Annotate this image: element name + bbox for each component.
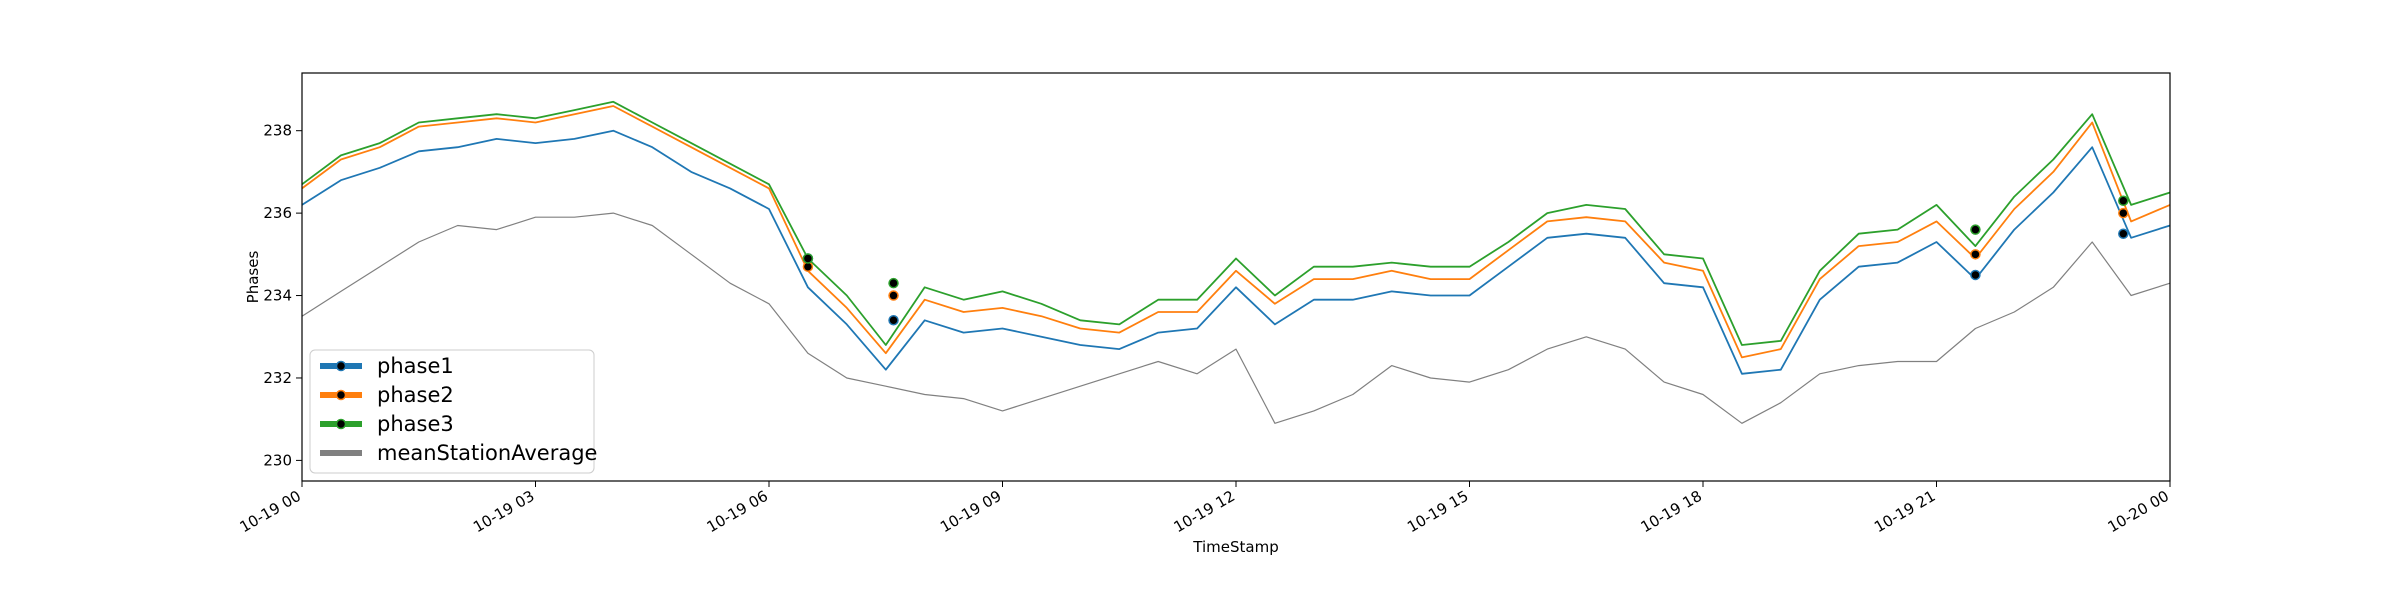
legend-label-phase1: phase1	[377, 354, 454, 378]
y-tick-label: 238	[263, 122, 292, 140]
event-marker-phase3-2	[1970, 224, 1981, 235]
y-axis-title: Phases	[244, 251, 262, 304]
event-marker-phase1-1	[888, 315, 899, 326]
legend-label-phase2: phase2	[377, 383, 454, 407]
x-tick-label: 10-19 21	[1871, 487, 1938, 536]
legend-marker-icon	[335, 389, 347, 401]
event-marker-phase1-3	[2118, 228, 2129, 239]
x-tick-label: 10-19 03	[470, 487, 537, 536]
legend-box	[309, 349, 595, 474]
series-layer	[301, 100, 2171, 424]
y-axis: 230 232 234 236 238	[263, 122, 302, 469]
event-marker-phase2-3	[2118, 207, 2129, 219]
x-tick-label: 10-19 18	[1638, 487, 1705, 536]
legend: phase1 phase2 phase3 meanStationAverage	[309, 349, 597, 474]
y-tick-label: 232	[263, 369, 292, 387]
x-tick-label: 10-19 12	[1171, 487, 1238, 536]
legend-marker-icon	[335, 418, 347, 430]
x-axis: 10-19 00 10-19 03 10-19 06 10-19 09 10-19 12…	[237, 481, 2172, 536]
event-marker-phase1-2	[1970, 269, 1981, 281]
series-line-phase2	[301, 105, 2171, 359]
x-axis-title: TimeStamp	[1192, 538, 1278, 556]
legend-marker-icon	[335, 360, 347, 372]
legend-label-meanStationAverage: meanStationAverage	[377, 441, 597, 465]
event-marker-phase3-1	[888, 277, 899, 289]
y-tick-label: 230	[263, 451, 292, 469]
event-marker-phase2-2	[1970, 249, 1981, 260]
series-line-phase1	[301, 129, 2171, 375]
series-line-phase3	[301, 100, 2171, 346]
y-tick-label: 234	[263, 287, 292, 305]
legend-entries: phase1 phase2 phase3 meanStationAverage	[320, 354, 597, 465]
x-tick-label: 10-20 00	[2105, 487, 2172, 536]
x-tick-label: 10-19 00	[237, 487, 304, 536]
legend-label-phase3: phase3	[377, 412, 454, 436]
x-tick-label: 10-19 09	[937, 487, 1004, 536]
x-tick-label: 10-19 15	[1404, 487, 1471, 536]
event-marker-phase2-1	[888, 290, 899, 301]
event-marker-phase3-0	[802, 253, 814, 264]
event-marker-layer	[802, 195, 2129, 326]
y-tick-label: 236	[263, 204, 292, 222]
series-line-meanStationAverage	[301, 212, 2171, 424]
x-tick-label: 10-19 06	[704, 487, 771, 536]
event-marker-phase3-3	[2118, 195, 2129, 207]
